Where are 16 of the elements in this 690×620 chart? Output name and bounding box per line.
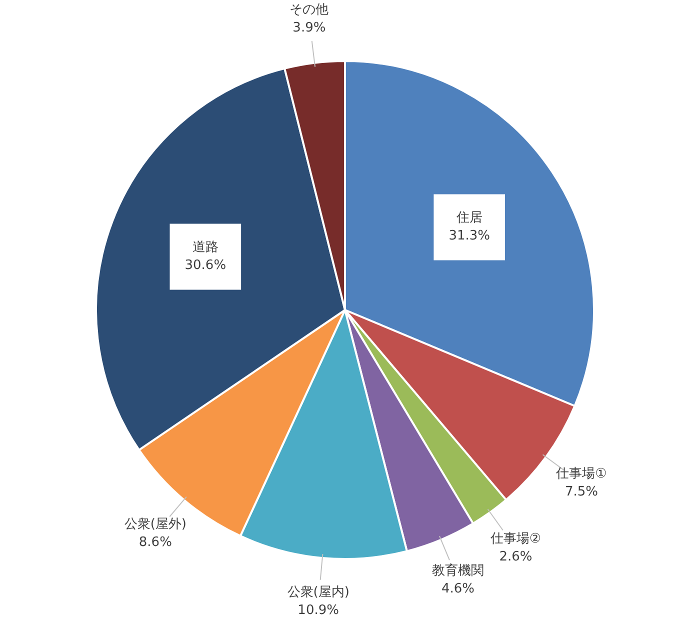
slice-label: 教育機関 <box>432 562 484 579</box>
slice-label: その他 <box>290 2 329 18</box>
slice-label: 公衆(屋内) <box>287 585 350 600</box>
data-label: 30.6% <box>184 258 226 274</box>
data-label: 10.9% <box>298 603 339 618</box>
data-label: 2.6% <box>499 549 532 564</box>
data-label: 8.6% <box>138 534 172 550</box>
slice-label: 公衆(屋外) <box>124 516 186 532</box>
slice-label: 仕事場① <box>555 466 607 482</box>
data-label: 4.6% <box>441 582 474 597</box>
slice-label: 住居 <box>455 210 482 226</box>
data-label: 7.5% <box>564 484 598 500</box>
slice-label: 仕事場② <box>489 531 542 546</box>
slice-label: 道路 <box>192 240 218 256</box>
data-label: 31.3% <box>448 228 490 244</box>
data-label: 3.9% <box>292 20 326 36</box>
